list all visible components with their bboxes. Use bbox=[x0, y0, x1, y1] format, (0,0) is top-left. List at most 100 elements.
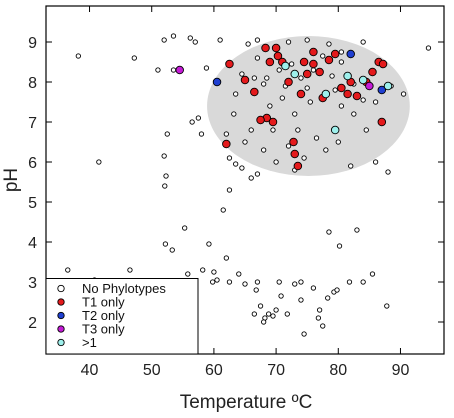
data-point bbox=[384, 303, 390, 309]
data-point bbox=[187, 35, 193, 41]
y-tick-label: 7 bbox=[28, 115, 37, 132]
data-point bbox=[352, 91, 362, 101]
data-point bbox=[400, 91, 407, 97]
data-point bbox=[225, 59, 234, 69]
data-point bbox=[278, 293, 284, 299]
y-tick-label: 5 bbox=[28, 195, 37, 212]
y-axis-title: pH bbox=[1, 168, 22, 192]
x-tick-label: 70 bbox=[267, 362, 285, 379]
data-point bbox=[271, 43, 281, 53]
data-point bbox=[254, 171, 261, 177]
highlight-region-ellipse bbox=[207, 36, 410, 176]
data-point bbox=[330, 125, 340, 135]
legend-marker bbox=[57, 338, 65, 347]
data-point bbox=[210, 279, 216, 285]
data-point bbox=[285, 39, 292, 45]
data-point bbox=[298, 297, 304, 303]
data-point bbox=[298, 75, 304, 81]
data-point bbox=[298, 279, 304, 285]
x-axis-title: Temperature ºC bbox=[180, 392, 313, 413]
data-point bbox=[320, 323, 326, 329]
data-point bbox=[377, 85, 387, 95]
data-point bbox=[254, 55, 261, 61]
data-point bbox=[292, 111, 298, 117]
data-point bbox=[343, 89, 352, 99]
data-point bbox=[220, 207, 226, 213]
data-point bbox=[189, 119, 195, 125]
data-point bbox=[326, 41, 332, 47]
data-point bbox=[185, 271, 191, 277]
data-point bbox=[261, 319, 267, 325]
data-point bbox=[315, 315, 322, 321]
data-point bbox=[206, 241, 212, 247]
data-point bbox=[226, 187, 233, 193]
series-4 bbox=[281, 61, 393, 135]
legend-label: >1 bbox=[82, 335, 97, 350]
data-point bbox=[296, 89, 306, 99]
data-point bbox=[231, 111, 237, 117]
data-point bbox=[248, 127, 254, 133]
data-point bbox=[425, 45, 432, 51]
data-point bbox=[270, 127, 276, 133]
data-point bbox=[251, 311, 257, 317]
data-point bbox=[203, 65, 210, 71]
data-point bbox=[265, 311, 272, 317]
legend-label: No Phylotypes bbox=[82, 281, 166, 296]
data-point bbox=[162, 241, 169, 247]
data-point bbox=[254, 279, 261, 285]
data-point bbox=[360, 39, 366, 45]
data-point bbox=[164, 131, 170, 137]
data-point bbox=[290, 149, 300, 159]
data-point bbox=[383, 81, 393, 91]
data-point bbox=[307, 99, 313, 105]
data-point bbox=[346, 279, 353, 285]
data-point bbox=[96, 159, 102, 165]
data-point bbox=[161, 37, 167, 43]
data-point bbox=[217, 37, 223, 43]
data-point bbox=[223, 255, 229, 261]
data-point bbox=[301, 331, 307, 337]
data-point bbox=[273, 51, 283, 61]
data-point bbox=[222, 139, 231, 149]
series-1 bbox=[222, 43, 388, 171]
data-point bbox=[338, 49, 345, 55]
data-point bbox=[242, 139, 248, 145]
data-point bbox=[261, 147, 267, 153]
data-point bbox=[310, 67, 317, 73]
y-tick-label: 3 bbox=[28, 275, 37, 292]
data-point bbox=[338, 103, 345, 109]
data-point bbox=[337, 83, 346, 93]
data-point bbox=[279, 95, 285, 101]
data-point bbox=[75, 53, 81, 59]
legend-label: T2 only bbox=[82, 308, 125, 323]
data-point bbox=[338, 59, 345, 65]
data-point bbox=[226, 155, 233, 161]
data-point bbox=[284, 311, 290, 317]
data-point bbox=[261, 81, 267, 87]
data-point bbox=[295, 127, 301, 133]
data-point bbox=[284, 77, 293, 87]
data-point bbox=[239, 165, 245, 171]
data-point bbox=[161, 153, 167, 159]
data-point bbox=[267, 103, 273, 109]
data-point bbox=[211, 269, 217, 275]
data-point bbox=[281, 61, 290, 71]
data-point bbox=[332, 87, 338, 93]
data-point bbox=[268, 117, 278, 127]
data-point bbox=[378, 59, 388, 69]
y-tick-label: 9 bbox=[28, 35, 37, 52]
data-point bbox=[326, 229, 332, 235]
data-point bbox=[336, 243, 343, 249]
y-tick-label: 6 bbox=[28, 155, 37, 172]
data-point bbox=[343, 71, 352, 81]
x-tick-label: 50 bbox=[143, 362, 161, 379]
plot-frame bbox=[45, 5, 445, 355]
data-point bbox=[131, 55, 137, 61]
data-point bbox=[330, 49, 340, 59]
data-point bbox=[335, 139, 341, 145]
data-point bbox=[302, 69, 312, 79]
data-point bbox=[304, 85, 310, 91]
x-tick-label: 60 bbox=[205, 362, 223, 379]
data-point bbox=[182, 225, 188, 231]
